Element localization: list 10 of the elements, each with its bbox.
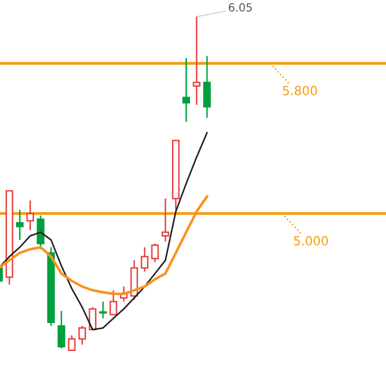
- candlestick: [162, 198, 170, 242]
- candlestick: [182, 57, 190, 122]
- candlestick: [140, 246, 148, 272]
- candlestick: [192, 16, 200, 106]
- candlestick: [26, 200, 34, 231]
- text: 6.05: [228, 3, 252, 12]
- candlestick: [16, 209, 24, 241]
- candlestick: [203, 55, 211, 118]
- text: 5.800: [282, 86, 317, 96]
- text: 5.000: [294, 236, 328, 246]
